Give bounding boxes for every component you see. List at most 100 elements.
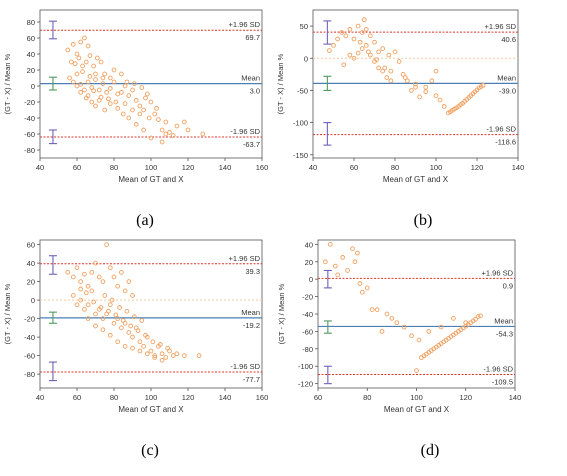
data-point (157, 342, 163, 347)
y-axis-label: (GT - X) / Mean % (3, 53, 12, 114)
data-point (361, 17, 367, 23)
x-axis-label: Mean of GT and X (118, 175, 184, 184)
data-point (107, 332, 113, 338)
y-tick-label: 20 (27, 66, 35, 75)
y-axis-label: (GT - X) / Mean % (276, 53, 285, 114)
data-point (355, 50, 361, 56)
lower-limit-label: -1.96 SD (230, 362, 260, 371)
data-point (139, 85, 145, 90)
data-point (80, 63, 85, 69)
data-point (181, 119, 187, 125)
data-point (200, 131, 206, 137)
data-point (91, 299, 96, 305)
data-point (130, 107, 135, 113)
data-point (104, 242, 109, 247)
data-point (98, 59, 104, 65)
data-point (148, 348, 154, 354)
data-point (163, 131, 169, 137)
data-point (85, 93, 91, 98)
lower-limit-label: -1.96 SD (230, 127, 260, 136)
data-point (388, 68, 394, 74)
data-point (343, 33, 349, 39)
data-point (82, 271, 87, 277)
data-point (368, 33, 373, 39)
y-axis-label: (GT - X) / Mean % (3, 283, 12, 344)
y-tick-label: -40 (24, 333, 35, 342)
x-tick-label: 80 (110, 163, 118, 172)
data-point (152, 111, 158, 117)
data-point (74, 51, 80, 57)
x-tick-label: 140 (512, 163, 525, 172)
caption-d: (d) (420, 442, 440, 459)
y-axis-label: (GT - X) / Mean % (277, 283, 286, 344)
data-point (451, 316, 456, 321)
lower-limit-value: -77.7 (243, 375, 260, 384)
data-point (100, 316, 106, 321)
data-point (128, 323, 133, 329)
x-tick-label: 80 (110, 393, 118, 402)
data-point (159, 139, 165, 145)
mean-ci-errorbar (323, 320, 332, 334)
data-point (345, 268, 350, 273)
data-point (363, 43, 369, 48)
data-point (107, 75, 113, 81)
data-point (100, 327, 106, 333)
data-point (120, 111, 126, 117)
x-tick-label: 100 (145, 163, 158, 172)
data-point (144, 351, 150, 357)
data-point (352, 259, 358, 265)
x-tick-label: 140 (219, 163, 232, 172)
upper-limit-value: 40.6 (501, 35, 516, 44)
data-point (115, 316, 121, 321)
data-point (119, 90, 124, 95)
data-point (327, 48, 332, 53)
y-tick-label: -20 (302, 293, 313, 302)
data-point (355, 23, 361, 29)
x-axis-label: Mean of GT and X (118, 405, 184, 414)
y-tick-label: 40 (27, 50, 35, 59)
panel-d: -120 -100 -80 -60 -40 -20 0 20 40 60 80 100 120 140 Me… (277, 239, 521, 414)
data-point (107, 101, 113, 106)
data-point (100, 81, 106, 86)
lower-limit-label: -1.96 SD (486, 125, 516, 134)
data-point (78, 39, 84, 45)
data-point (72, 61, 78, 66)
y-tick-label: -60 (24, 130, 35, 139)
data-point (115, 106, 121, 111)
data-point (152, 353, 158, 358)
data-point (148, 99, 154, 105)
upper-limit-label: +1.96 SD (229, 20, 261, 29)
data-point (382, 65, 388, 71)
lower-limit-label: -1.96 SD (483, 365, 513, 374)
data-point (386, 52, 392, 58)
upper-limit-label: +1.96 SD (485, 22, 517, 31)
data-point (70, 42, 76, 47)
y-tick-label: 40 (27, 259, 35, 268)
data-point (357, 39, 363, 45)
data-point (463, 320, 469, 326)
data-point (111, 79, 117, 85)
x-tick-label: 120 (471, 163, 484, 172)
data-point (366, 49, 371, 55)
mean-value: 3.0 (250, 87, 260, 96)
data-point (141, 107, 146, 113)
data-point (130, 345, 135, 351)
data-point (394, 320, 400, 326)
upper-limit-value: 0.9 (503, 281, 513, 290)
data-point (85, 302, 91, 308)
data-point (423, 84, 429, 90)
caption-b: (b) (413, 212, 433, 229)
y-tick-label: -80 (24, 146, 35, 155)
y-tick-label: -80 (302, 345, 313, 354)
data-point (107, 86, 113, 91)
data-point (170, 133, 176, 138)
data-point (87, 53, 93, 58)
data-point (380, 46, 386, 51)
data-point (78, 279, 84, 284)
data-point (384, 311, 390, 317)
data-point (141, 127, 146, 133)
data-point (159, 127, 165, 133)
y-tick-label: -120 (298, 380, 313, 389)
y-tick-label: -20 (24, 98, 35, 107)
data-point (417, 94, 422, 100)
